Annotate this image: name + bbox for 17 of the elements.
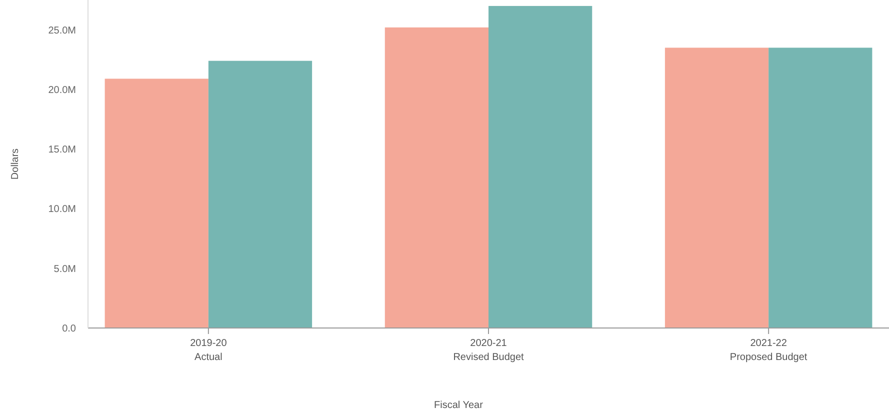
y-tick-label: 10.0M (48, 204, 76, 216)
y-tick-label: 20.0M (48, 84, 76, 96)
x-tick-label: 2019-20 Actual (190, 338, 228, 363)
y-tick-label: 15.0M (48, 144, 76, 156)
bar (104, 78, 208, 328)
y-axis-title: Dollars (10, 148, 21, 180)
x-axis-title: Fiscal Year (434, 400, 484, 411)
bar (208, 60, 312, 328)
y-tick-label: 25.0M (48, 25, 76, 36)
y-tick-label: 5.0M (54, 264, 76, 275)
bar (488, 6, 592, 328)
bar (664, 48, 769, 328)
x-tick-label: 2021-22 Proposed Budget (730, 338, 808, 363)
bar (768, 48, 872, 328)
x-tick-label: 2020-21 Revised Budget (453, 338, 524, 363)
bar (384, 27, 488, 328)
y-tick-label: 0.0 (62, 324, 76, 334)
